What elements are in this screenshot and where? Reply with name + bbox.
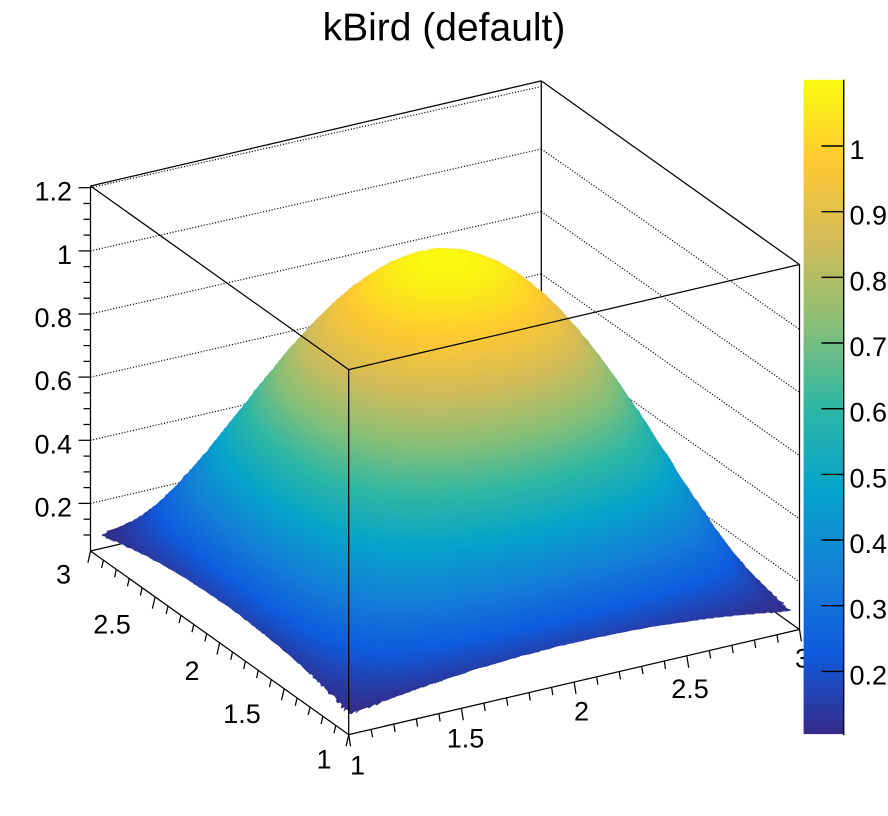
svg-text:1: 1 — [316, 745, 331, 775]
svg-text:1.2: 1.2 — [34, 177, 72, 207]
svg-text:0.9: 0.9 — [850, 201, 888, 231]
svg-text:1: 1 — [350, 751, 365, 781]
svg-text:0.5: 0.5 — [850, 463, 888, 493]
svg-text:0.8: 0.8 — [850, 266, 888, 296]
svg-text:0.6: 0.6 — [34, 366, 72, 396]
svg-text:0.4: 0.4 — [850, 529, 888, 559]
svg-text:1.5: 1.5 — [223, 699, 261, 729]
svg-text:1.5: 1.5 — [447, 724, 485, 754]
svg-text:2.5: 2.5 — [671, 674, 709, 704]
svg-text:2: 2 — [184, 656, 199, 686]
svg-text:0.8: 0.8 — [34, 303, 72, 333]
svg-text:0.2: 0.2 — [34, 492, 72, 522]
svg-text:3: 3 — [56, 560, 71, 590]
svg-text:1: 1 — [850, 135, 865, 165]
svg-text:0.2: 0.2 — [850, 660, 888, 690]
svg-text:1: 1 — [57, 240, 72, 270]
svg-text:2.5: 2.5 — [93, 610, 131, 640]
svg-text:0.4: 0.4 — [34, 429, 72, 459]
svg-text:kBird (default): kBird (default) — [323, 7, 566, 50]
svg-text:0.6: 0.6 — [850, 398, 888, 428]
svg-text:2: 2 — [574, 697, 589, 727]
svg-text:0.7: 0.7 — [850, 332, 888, 362]
svg-text:0.3: 0.3 — [850, 595, 888, 625]
